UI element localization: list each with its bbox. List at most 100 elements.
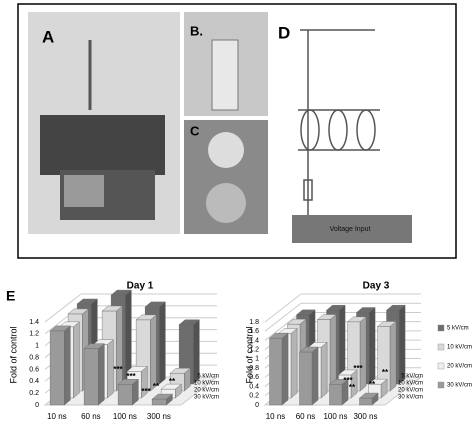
y-tick-label: 1.2 (29, 331, 39, 338)
y-tick-label: 1 (35, 343, 39, 350)
bar-front (117, 384, 133, 406)
circuit (298, 29, 380, 215)
bar-top (178, 319, 200, 325)
annotation: ** (369, 380, 376, 389)
bar-side (64, 325, 71, 406)
bar-top (110, 289, 132, 296)
dish-1 (208, 132, 244, 168)
grid-line (264, 312, 302, 341)
bar-top (316, 314, 337, 320)
y-tick-label: 0.4 (29, 378, 39, 385)
x-tick-label: 300 ns (353, 412, 377, 421)
bar-side (98, 343, 105, 406)
bar (268, 332, 289, 406)
depth-label: 30 kV/cm (398, 395, 423, 401)
annotation: ** (349, 383, 356, 392)
depth-label: 5 kV/cm (197, 374, 219, 380)
y-tick-label: 0.2 (249, 393, 259, 400)
bar-side (368, 307, 376, 385)
y-tick-label: 0 (35, 402, 39, 409)
y-tick-label: 0.8 (29, 354, 39, 361)
bar-top (83, 343, 105, 349)
bar-top (268, 332, 289, 339)
bar (358, 392, 379, 406)
depth-label: 30 kV/cm (194, 395, 219, 401)
bar-top (160, 383, 182, 390)
annotation: *** (343, 376, 353, 385)
panel-label: C (190, 123, 200, 138)
bar (328, 378, 349, 406)
bar-top (135, 314, 157, 321)
bar-front (359, 397, 373, 406)
bar-top (126, 366, 148, 372)
panel-label: B. (190, 23, 203, 38)
y-tick-label: 1.6 (249, 328, 259, 335)
bar-front (151, 398, 167, 406)
legend-label: 20 kV/cm (447, 364, 472, 370)
grid-line (264, 293, 302, 323)
bar-front (49, 330, 65, 406)
annotation: *** (141, 387, 151, 396)
annotation: ** (169, 377, 176, 386)
bar-top (376, 321, 397, 327)
y-tick-label: 1.8 (249, 319, 259, 326)
bar-front (83, 348, 99, 406)
bar (49, 325, 71, 406)
bar-side (398, 304, 406, 385)
bar-side (73, 321, 80, 399)
bar-top (67, 308, 89, 315)
legend-swatch (437, 324, 445, 332)
depth-label: 5 kV/cm (401, 374, 423, 380)
legend-label: 5 kV/cm (447, 326, 469, 332)
bar-side (359, 316, 367, 392)
annotation: *** (113, 365, 123, 374)
x-tick-label: 100 ns (113, 412, 137, 421)
grid-line (264, 302, 302, 332)
bar-side (389, 321, 397, 392)
annotation: *** (353, 364, 363, 373)
bar-top (337, 369, 358, 376)
legend-label: 10 kV/cm (447, 345, 472, 351)
bar (151, 393, 173, 406)
bar-top (325, 305, 346, 311)
bar-top (295, 309, 316, 316)
x-tick-label: 60 ns (81, 412, 101, 421)
bar-front (299, 351, 313, 406)
bar (83, 343, 105, 406)
bar-front (269, 337, 283, 406)
bar-top (328, 379, 349, 385)
chart-title: Day 3 (363, 281, 390, 292)
bar-top (286, 318, 307, 325)
scope-screen (64, 175, 104, 207)
panel-label: E (6, 288, 15, 304)
bar-side (116, 305, 123, 392)
bar-side (281, 332, 289, 406)
bar-side (320, 341, 328, 399)
bar-top (367, 378, 388, 385)
legend-swatch (437, 343, 445, 351)
depth-label: 20 kV/cm (398, 388, 423, 394)
y-axis-label: Fold of control (244, 326, 254, 383)
bar-top (76, 298, 98, 305)
bar-side (159, 301, 166, 385)
panel-label: D (278, 23, 290, 42)
bar-top (101, 305, 123, 312)
x-tick-label: 300 ns (147, 412, 171, 421)
y-tick-label: 0 (255, 402, 259, 409)
bar-top (358, 392, 379, 399)
bar-side (150, 314, 157, 392)
annotation: ** (153, 382, 160, 391)
y-tick-label: 0.4 (249, 383, 259, 390)
y-tick-label: 0.6 (249, 374, 259, 381)
voltage-box (292, 215, 412, 243)
cuvette (211, 39, 239, 111)
bar-top (151, 393, 173, 400)
grid-line (44, 293, 82, 323)
bar-top (298, 346, 319, 353)
y-tick-label: 0.6 (29, 366, 39, 373)
annotation: *** (126, 372, 136, 381)
legend-swatch (437, 381, 445, 389)
bar (298, 346, 319, 406)
x-tick-label: 10 ns (47, 412, 67, 421)
